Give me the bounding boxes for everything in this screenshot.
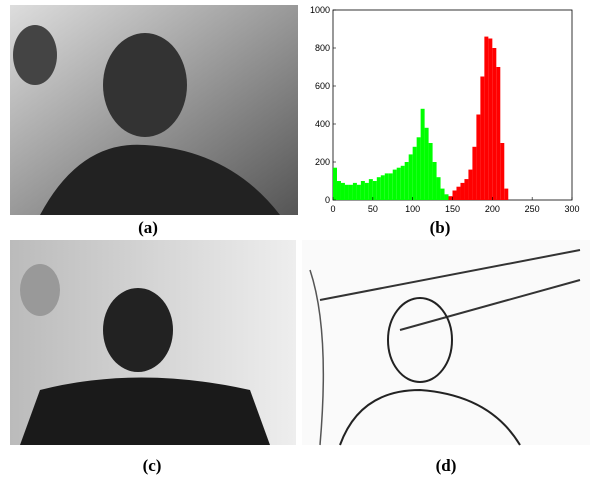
- bar: [460, 183, 464, 200]
- bar: [480, 77, 484, 201]
- bar: [389, 173, 393, 200]
- y-tick-label: 200: [315, 157, 330, 167]
- y-tick-label: 400: [315, 119, 330, 129]
- plot-area: [333, 10, 572, 200]
- bar: [409, 154, 413, 200]
- bar: [385, 173, 389, 200]
- x-tick-label: 250: [525, 204, 540, 214]
- bar: [468, 170, 472, 200]
- bar: [476, 115, 480, 201]
- y-tick-label: 800: [315, 43, 330, 53]
- bar: [397, 168, 401, 200]
- bar: [413, 147, 417, 200]
- bar: [445, 194, 449, 200]
- y-tick-label: 1000: [310, 5, 330, 15]
- x-tick-label: 150: [445, 204, 460, 214]
- bar: [369, 179, 373, 200]
- bar: [365, 183, 369, 200]
- x-tick-label: 300: [564, 204, 579, 214]
- caption: (d): [436, 456, 457, 475]
- bar: [504, 189, 508, 200]
- image-c: [10, 240, 296, 445]
- bar: [496, 67, 500, 200]
- bar: [361, 181, 365, 200]
- bar: [433, 162, 437, 200]
- bar: [337, 181, 341, 200]
- bar: [453, 191, 457, 201]
- bar: [341, 183, 345, 200]
- bar: [353, 183, 357, 200]
- x-tick-label: 50: [368, 204, 378, 214]
- bar: [401, 166, 405, 200]
- x-tick-label: 100: [405, 204, 420, 214]
- bar: [417, 137, 421, 200]
- bar: [492, 48, 496, 200]
- caption: (a): [138, 218, 158, 237]
- bar: [484, 37, 488, 200]
- bar: [500, 143, 504, 200]
- bar: [393, 170, 397, 200]
- bar: [373, 181, 377, 200]
- bar: [405, 162, 409, 200]
- y-tick-label: 0: [325, 195, 330, 205]
- bar: [441, 189, 445, 200]
- bar: [349, 185, 353, 200]
- bar: [421, 109, 425, 200]
- bar: [377, 177, 381, 200]
- bar: [488, 39, 492, 201]
- bar: [449, 196, 453, 200]
- y-tick-label: 600: [315, 81, 330, 91]
- image-d: [302, 240, 590, 445]
- bar: [345, 185, 349, 200]
- figure: 05010015020025030002004006008001000 (a) …: [0, 0, 596, 483]
- bar: [381, 175, 385, 200]
- bar: [437, 177, 441, 200]
- x-tick-label: 200: [485, 204, 500, 214]
- caption: (c): [143, 456, 162, 475]
- x-tick-label: 0: [330, 204, 335, 214]
- bar: [464, 179, 468, 200]
- bar: [429, 143, 433, 200]
- bar: [472, 147, 476, 200]
- bar: [425, 128, 429, 200]
- caption: (b): [430, 218, 451, 237]
- bar: [357, 185, 361, 200]
- bar: [456, 187, 460, 200]
- histogram-chart: 0 50 100 150 200 250 300 0 200 400 600 800 1000: [310, 5, 580, 214]
- image-a: [10, 5, 298, 215]
- bar: [333, 168, 337, 200]
